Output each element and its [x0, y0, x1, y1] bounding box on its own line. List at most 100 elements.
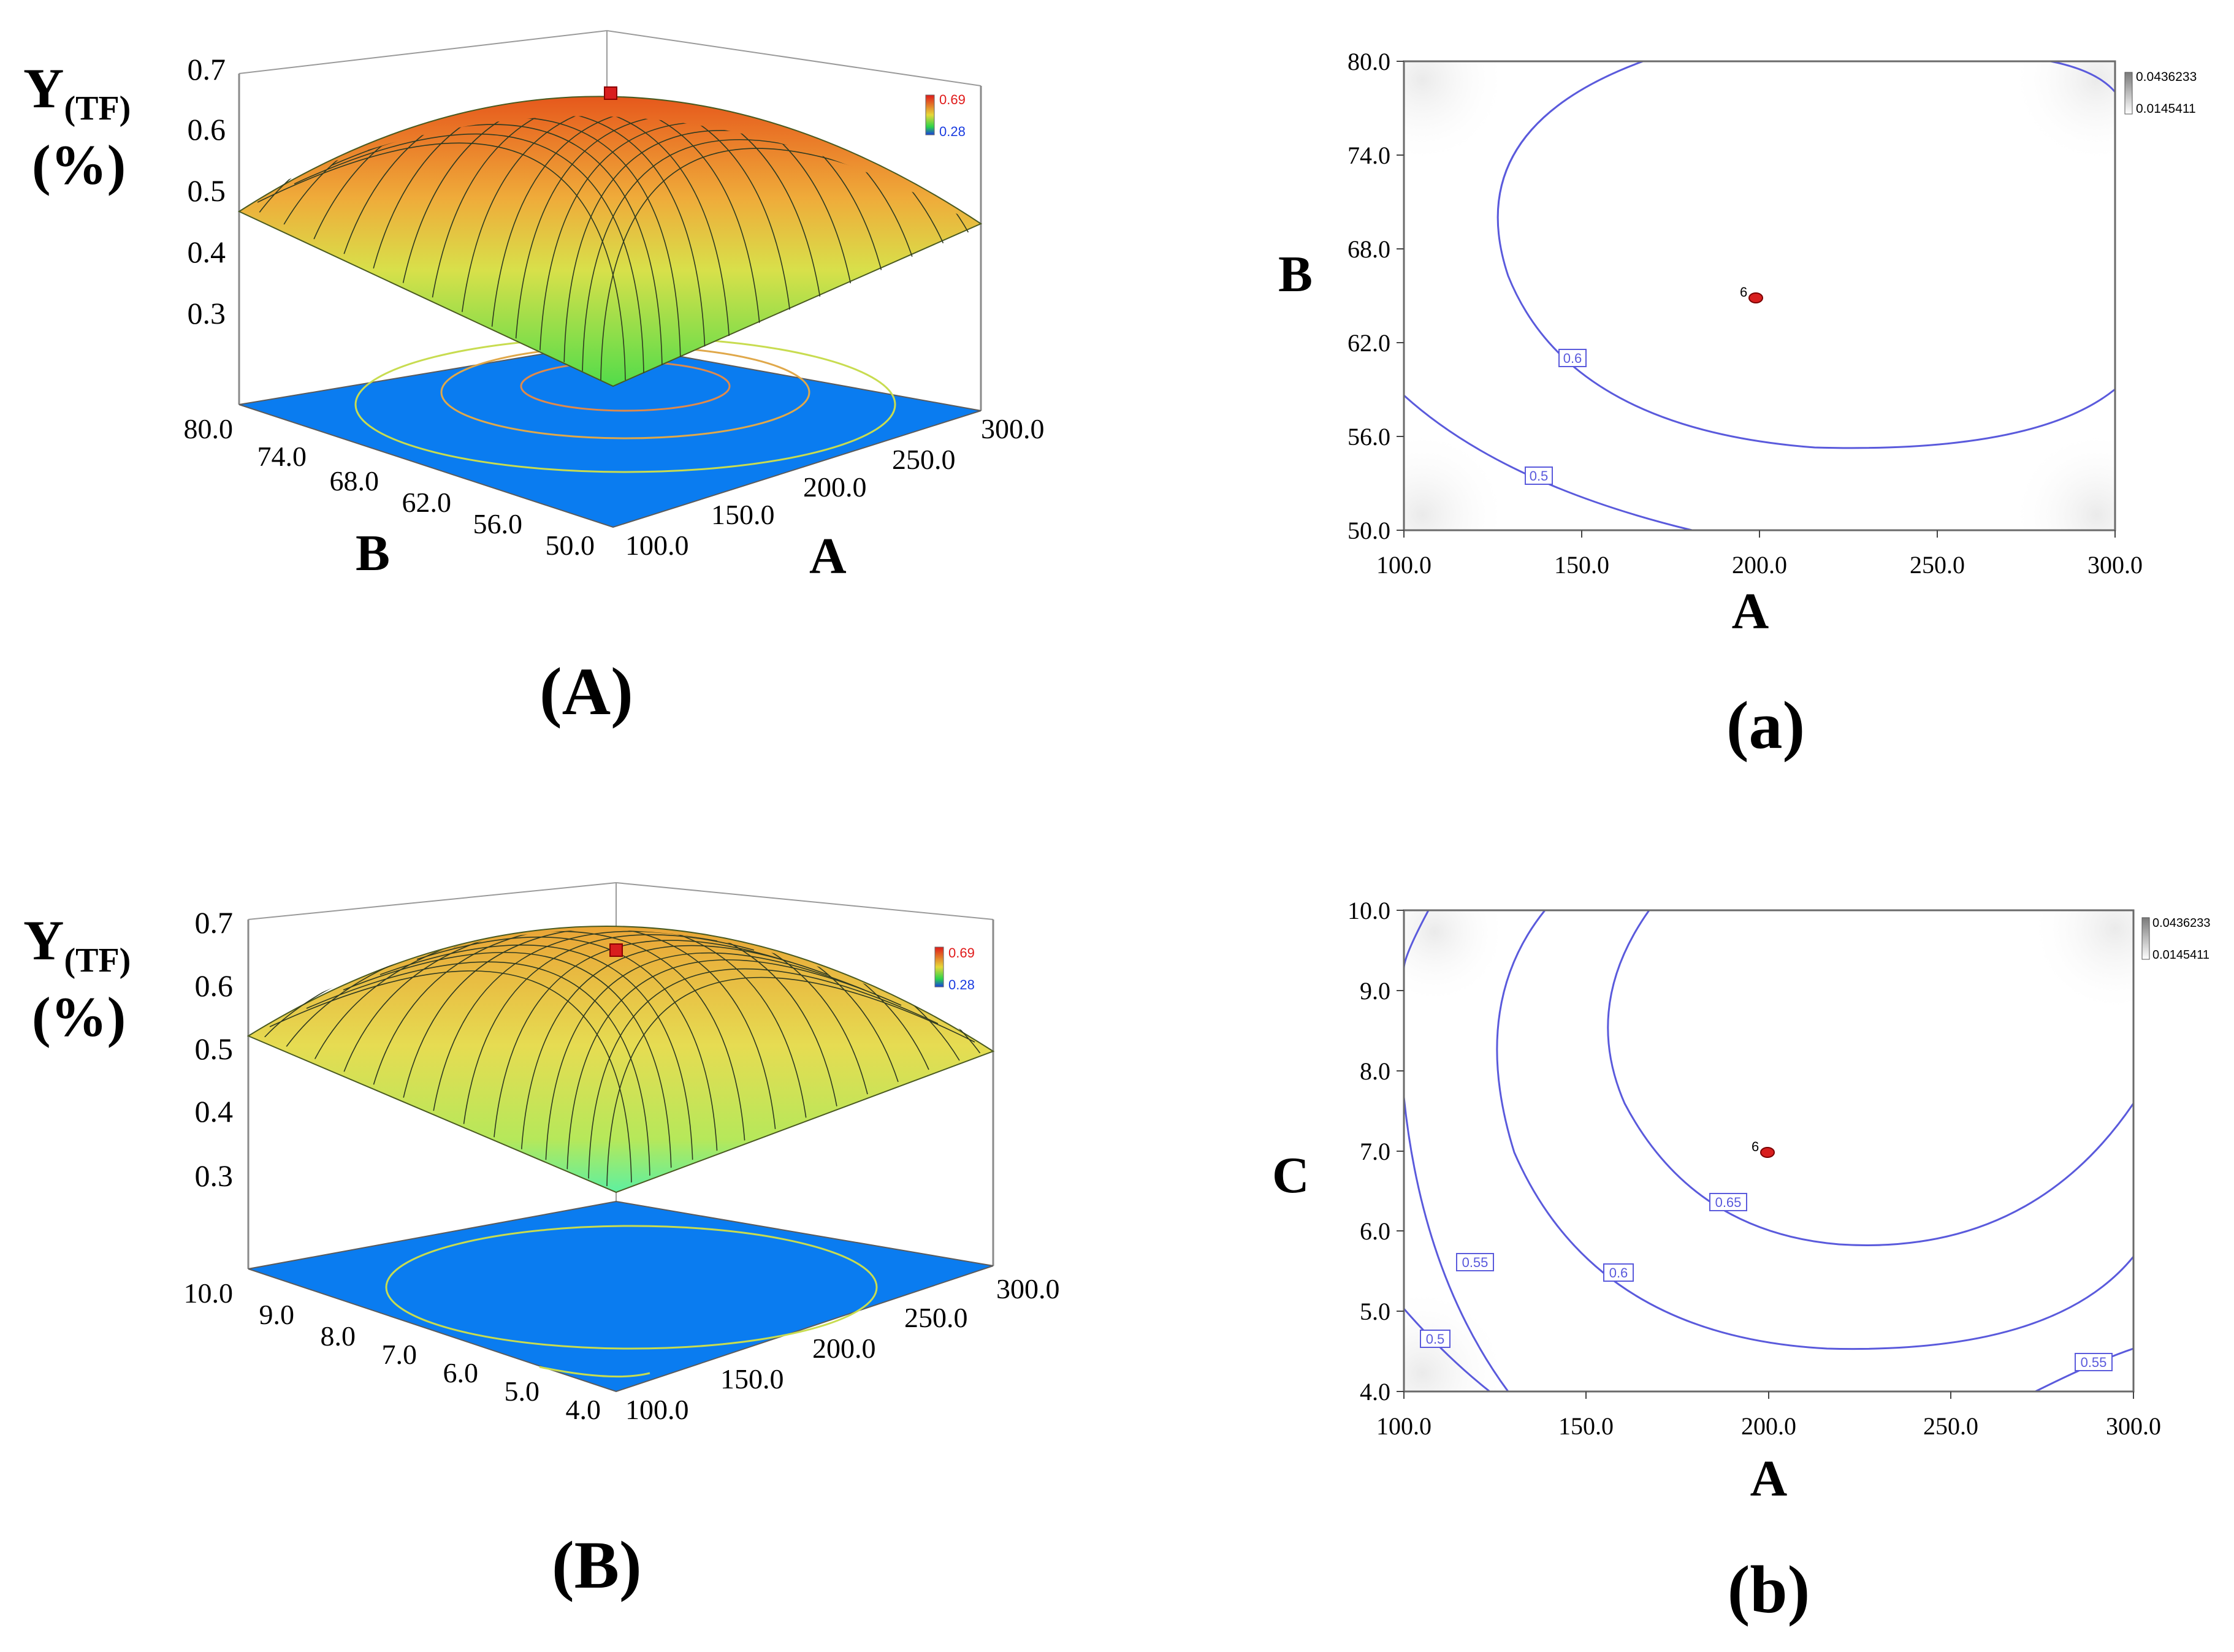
y-tick: 62.0 — [1348, 329, 1390, 357]
x-tick: 200.0 — [803, 471, 867, 503]
z-tick: 0.7 — [195, 905, 234, 940]
z-tick: 0.4 — [195, 1094, 234, 1129]
panel-B-surface-plot: 0.69 0.28 0.7 0.6 0.5 0.4 0.3 Y(TF) (%) … — [23, 882, 1060, 1602]
surface-mesh — [257, 930, 982, 1187]
panel-A-surface-plot: 0.69 0.28 0.7 0.6 0.5 0.4 0.3 Y(TF) (%) … — [23, 30, 1045, 729]
contour-0.5 — [1404, 1308, 1490, 1391]
contour-0.55-left — [1404, 1097, 1509, 1391]
optimum-point — [604, 86, 617, 100]
y-tick: 6.0 — [1360, 1217, 1390, 1245]
z-axis-label-sub: (TF) — [64, 942, 131, 980]
x-axis-label: A — [1732, 583, 1769, 640]
y-tick: 9.0 — [259, 1299, 295, 1330]
x-tick: 150.0 — [1558, 1412, 1614, 1440]
x-tick: 250.0 — [1910, 551, 1965, 579]
y-tick-labels: 10.0 9.0 8.0 7.0 6.0 5.0 4.0 — [184, 1277, 601, 1425]
plot-haze — [1404, 61, 2115, 530]
floor-plane — [248, 1200, 994, 1393]
plot-haze — [1404, 910, 2133, 1391]
z-tick: 0.6 — [195, 969, 234, 1003]
y-tick: 80.0 — [184, 413, 234, 444]
z-axis-label: Y(TF) — [23, 57, 131, 128]
y-axis-label: B — [1278, 246, 1313, 303]
z-tick: 0.3 — [188, 296, 226, 330]
legend-low-label: 0.0145411 — [2136, 102, 2196, 116]
y-tick: 50.0 — [546, 530, 595, 561]
contour-label-box — [1603, 1263, 1634, 1282]
contour-0.65 — [1607, 910, 2133, 1246]
x-tick: 300.0 — [2106, 1412, 2161, 1440]
y-tick: 8.0 — [1360, 1057, 1390, 1085]
z-axis-label: Y(TF) — [23, 909, 131, 980]
z-axis-unit: (%) — [32, 134, 126, 196]
x-ticks — [1403, 530, 2116, 538]
legend-low-label: 0.28 — [939, 124, 966, 139]
contour-label-box — [1558, 349, 1587, 367]
contour-label-box — [1456, 1253, 1494, 1271]
x-tick: 250.0 — [892, 444, 956, 475]
x-tick: 300.0 — [996, 1273, 1060, 1304]
x-tick: 300.0 — [2087, 551, 2143, 579]
z-tick: 0.3 — [195, 1159, 234, 1193]
panel-caption: (a) — [1726, 688, 1805, 763]
contour-0.6-corner — [2050, 61, 2115, 93]
back-edge-left — [248, 882, 617, 920]
x-axis-label: A — [1750, 1450, 1788, 1507]
y-tick: 50.0 — [1348, 517, 1390, 544]
x-tick-labels: 100.0 150.0 200.0 250.0 300.0 — [625, 1273, 1060, 1425]
back-edge-left — [238, 30, 608, 74]
contour-label: 0.5 — [1426, 1331, 1445, 1347]
x-tick: 150.0 — [711, 499, 775, 530]
z-axis-label-main: Y — [23, 909, 64, 972]
y-tick: 68.0 — [330, 465, 379, 497]
x-axis-label: A — [809, 528, 847, 585]
y-tick: 7.0 — [382, 1339, 417, 1370]
y-tick: 56.0 — [1348, 423, 1390, 451]
response-surface — [237, 96, 983, 387]
x-tick: 100.0 — [1376, 551, 1432, 579]
legend-high-label: 0.0436233 — [2152, 916, 2211, 930]
y-tick: 5.0 — [505, 1376, 540, 1407]
contour-label-box — [1525, 466, 1553, 485]
y-tick: 74.0 — [257, 441, 307, 472]
color-legend-bar — [925, 94, 935, 135]
legend-high-label: 0.69 — [948, 945, 975, 961]
legend-low-label: 0.0145411 — [2152, 948, 2209, 962]
z-axis-label-sub: (TF) — [64, 89, 131, 128]
z-tick: 0.4 — [188, 235, 226, 269]
panel-caption: (B) — [552, 1528, 642, 1602]
contour-0.6 — [1496, 61, 2115, 449]
x-tick: 200.0 — [812, 1333, 876, 1364]
z-tick: 0.5 — [195, 1032, 234, 1066]
x-tick: 250.0 — [904, 1302, 968, 1333]
contour-label-box — [1709, 1193, 1747, 1211]
design-point-label: 6 — [1740, 284, 1747, 300]
contour-0.6 — [1496, 910, 2133, 1350]
y-tick-labels: 80.0 74.0 68.0 62.0 56.0 50.0 — [184, 413, 595, 561]
panel-caption: (b) — [1728, 1552, 1810, 1627]
legend-high-label: 0.69 — [939, 92, 966, 107]
z-axis-unit: (%) — [32, 986, 126, 1048]
contour-label-box — [1420, 1330, 1451, 1348]
x-tick-labels: 100.0 150.0 200.0 250.0 300.0 — [625, 413, 1045, 561]
y-tick: 68.0 — [1348, 235, 1390, 263]
floor-contours — [385, 1225, 878, 1378]
z-tick: 0.7 — [188, 52, 226, 86]
z-tick-labels: 0.7 0.6 0.5 0.4 0.3 — [188, 52, 226, 330]
panel-b-contour-plot: 0.65 0.6 0.55 0.5 0.55 6 0.0436233 0.014… — [1272, 897, 2211, 1627]
x-tick: 250.0 — [1923, 1412, 1978, 1440]
z-tick: 0.6 — [188, 112, 226, 147]
x-tick: 100.0 — [625, 1394, 689, 1425]
x-ticks — [1403, 1391, 2134, 1399]
y-tick: 8.0 — [321, 1320, 356, 1352]
y-axis-label: C — [1272, 1147, 1310, 1204]
panel-a-contour-plot: 0.6 0.5 6 0.0436233 0.0145411 80.0 74.0 … — [1278, 48, 2197, 763]
design-point-label: 6 — [1752, 1139, 1759, 1154]
back-edge-right — [616, 882, 994, 920]
back-edge-right — [606, 30, 982, 86]
contour-label: 0.65 — [1715, 1195, 1742, 1210]
x-tick: 300.0 — [981, 413, 1045, 444]
optimum-point — [609, 943, 623, 957]
